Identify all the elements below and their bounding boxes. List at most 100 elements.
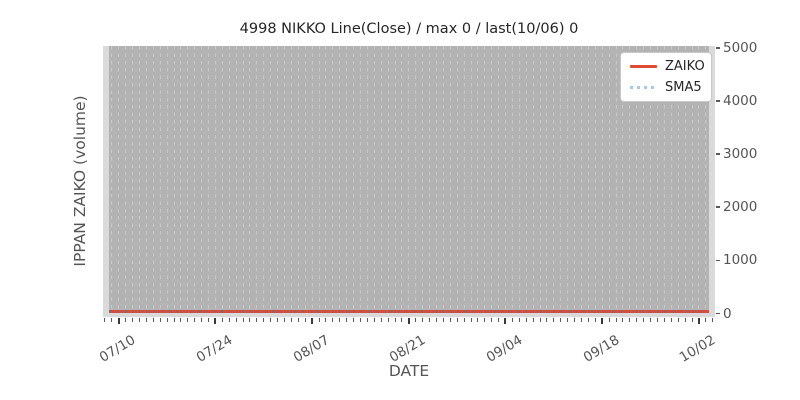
daily-gridline	[360, 46, 361, 313]
daily-gridline	[601, 46, 603, 313]
x-minor-tick	[629, 318, 631, 322]
daily-gridline	[560, 46, 562, 313]
daily-gridline	[297, 46, 299, 313]
x-minor-tick	[477, 318, 479, 322]
x-minor-tick	[304, 318, 306, 322]
x-minor-tick	[532, 318, 534, 322]
x-minor-tick	[270, 318, 272, 322]
y-tick	[716, 47, 720, 49]
x-minor-tick	[401, 318, 403, 322]
daily-gridline	[256, 46, 258, 313]
daily-gridline	[470, 46, 472, 313]
daily-gridline	[201, 46, 203, 313]
x-minor-tick	[560, 318, 562, 322]
daily-gridline	[125, 46, 127, 313]
daily-gridline	[194, 46, 196, 313]
legend-item-sma5: SMA5	[630, 81, 702, 94]
x-minor-tick	[132, 318, 133, 322]
x-minor-tick	[684, 318, 686, 322]
daily-gridline	[138, 46, 140, 313]
x-minor-tick	[125, 318, 127, 322]
x-minor-tick	[712, 318, 714, 322]
daily-gridline	[525, 46, 527, 313]
x-minor-tick	[242, 318, 244, 322]
daily-gridline	[422, 46, 424, 313]
daily-gridline	[532, 46, 534, 313]
x-minor-tick	[387, 318, 389, 322]
legend: ZAIKO SMA5	[620, 52, 712, 102]
daily-gridline	[622, 46, 624, 313]
y-tick	[716, 153, 720, 155]
x-major-tick	[697, 318, 700, 324]
x-minor-tick	[449, 318, 451, 322]
daily-gridline	[663, 46, 665, 313]
daily-gridline	[518, 46, 520, 313]
x-minor-tick	[173, 318, 175, 322]
x-minor-tick	[277, 318, 279, 322]
sma5-dotted-swatch-icon	[630, 86, 657, 89]
daily-gridline	[284, 46, 285, 313]
daily-gridline	[408, 46, 410, 313]
x-minor-tick	[159, 318, 161, 322]
daily-gridline	[429, 46, 430, 313]
daily-gridline	[456, 46, 458, 313]
x-minor-tick	[346, 318, 348, 322]
y-tick-label: 1000	[723, 252, 758, 269]
daily-gridline	[477, 46, 479, 313]
daily-gridline	[449, 46, 451, 313]
x-minor-tick	[525, 318, 527, 322]
daily-gridline	[643, 46, 645, 313]
daily-gridline	[318, 46, 320, 313]
daily-gridline	[208, 46, 209, 313]
x-minor-tick	[608, 318, 610, 322]
daily-gridline	[650, 46, 652, 313]
daily-gridline	[691, 46, 693, 313]
x-minor-tick	[567, 318, 569, 322]
x-minor-tick	[670, 318, 672, 322]
daily-gridline	[594, 46, 596, 313]
daily-gridline	[235, 46, 237, 313]
x-minor-tick	[201, 318, 203, 322]
daily-gridline	[346, 46, 348, 313]
x-minor-tick	[318, 318, 320, 322]
daily-gridline	[242, 46, 244, 313]
y-tick	[716, 206, 720, 208]
daily-gridline	[111, 46, 113, 313]
x-minor-tick	[539, 318, 541, 322]
x-minor-tick	[636, 318, 638, 322]
x-minor-tick	[511, 318, 513, 322]
x-minor-tick	[581, 318, 582, 322]
daily-gridline	[608, 46, 610, 313]
daily-gridline	[290, 46, 292, 313]
daily-gridline	[587, 46, 589, 313]
x-minor-tick	[657, 318, 658, 322]
x-minor-tick	[394, 318, 396, 322]
y-tick	[716, 312, 720, 315]
daily-gridline	[263, 46, 265, 313]
x-minor-tick	[138, 318, 140, 322]
x-minor-tick	[111, 318, 113, 322]
daily-gridline	[698, 46, 700, 313]
daily-gridline	[511, 46, 513, 313]
daily-gridline	[657, 46, 658, 313]
daily-gridline	[553, 46, 555, 313]
x-minor-tick	[435, 318, 437, 322]
x-major-tick	[504, 318, 507, 324]
x-minor-tick	[415, 318, 417, 322]
x-minor-tick	[332, 318, 334, 322]
x-minor-tick	[145, 318, 147, 322]
daily-gridline	[311, 46, 313, 313]
y-tick	[716, 259, 720, 262]
y-tick	[716, 100, 720, 102]
x-minor-tick	[422, 318, 424, 322]
x-minor-tick	[194, 318, 196, 322]
x-minor-tick	[284, 318, 285, 322]
daily-gridline	[387, 46, 389, 313]
sma5-series-line	[109, 310, 709, 313]
daily-gridline	[636, 46, 638, 313]
daily-gridline	[173, 46, 175, 313]
x-minor-tick	[553, 318, 555, 322]
x-minor-tick	[622, 318, 624, 322]
daily-gridline	[442, 46, 444, 313]
x-minor-tick	[380, 318, 382, 322]
